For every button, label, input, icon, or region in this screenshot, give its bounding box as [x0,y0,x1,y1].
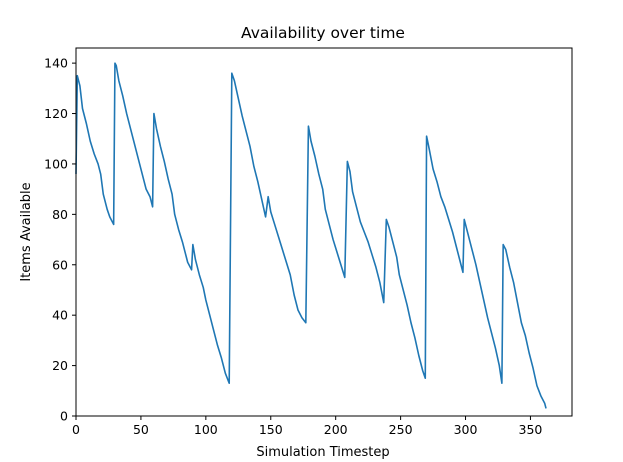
y-tick-label: 80 [52,207,68,222]
x-tick-label: 350 [519,422,543,437]
x-tick-label: 0 [72,422,80,437]
y-axis-label: Items Available [19,182,34,281]
y-tick-label: 60 [52,257,68,272]
chart-title: Availability over time [241,24,405,42]
y-axis-ticks: 0 20 40 60 80 100 120 140 [44,56,76,424]
x-tick-label: 50 [133,422,149,437]
y-tick-label: 0 [60,409,68,424]
y-tick-label: 40 [52,308,68,323]
y-tick-label: 20 [52,358,68,373]
x-axis-ticks: 0 50 100 150 200 250 300 350 [72,416,542,437]
x-tick-label: 200 [324,422,348,437]
x-tick-label: 250 [389,422,413,437]
x-tick-label: 300 [454,422,478,437]
series-line-0 [75,62,547,409]
axes-frame [75,47,573,417]
x-tick-label: 100 [194,422,218,437]
y-tick-label: 100 [44,156,68,171]
plot-area [75,62,547,409]
y-tick-label: 120 [44,106,68,121]
y-tick-label: 140 [44,56,68,71]
x-tick-label: 150 [259,422,283,437]
x-axis-label: Simulation Timestep [256,445,389,460]
